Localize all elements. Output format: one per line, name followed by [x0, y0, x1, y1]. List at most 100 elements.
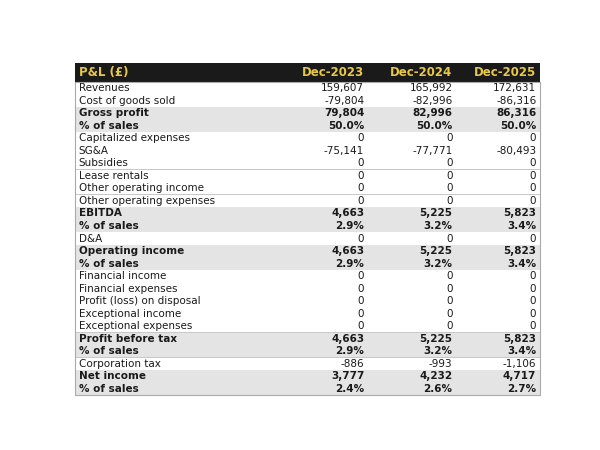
FancyBboxPatch shape — [280, 283, 368, 295]
Text: 0: 0 — [446, 296, 452, 306]
FancyBboxPatch shape — [457, 333, 540, 345]
Text: -86,316: -86,316 — [496, 95, 536, 106]
FancyBboxPatch shape — [457, 283, 540, 295]
FancyBboxPatch shape — [457, 107, 540, 119]
Text: 4,232: 4,232 — [419, 372, 452, 382]
Text: -993: -993 — [429, 359, 452, 369]
FancyBboxPatch shape — [457, 82, 540, 94]
FancyBboxPatch shape — [75, 170, 280, 182]
FancyBboxPatch shape — [457, 383, 540, 395]
Text: 0: 0 — [530, 296, 536, 306]
Text: 50.0%: 50.0% — [328, 121, 364, 130]
FancyBboxPatch shape — [368, 295, 457, 307]
Text: 2.9%: 2.9% — [335, 221, 364, 231]
Text: 82,996: 82,996 — [413, 108, 452, 118]
Text: % of sales: % of sales — [79, 346, 139, 356]
Text: 0: 0 — [530, 309, 536, 319]
FancyBboxPatch shape — [368, 320, 457, 333]
Text: 0: 0 — [530, 171, 536, 181]
Text: 0: 0 — [446, 196, 452, 206]
FancyBboxPatch shape — [368, 307, 457, 320]
FancyBboxPatch shape — [368, 82, 457, 94]
FancyBboxPatch shape — [368, 383, 457, 395]
Text: Profit (loss) on disposal: Profit (loss) on disposal — [79, 296, 200, 306]
Text: 79,804: 79,804 — [324, 108, 364, 118]
FancyBboxPatch shape — [368, 370, 457, 383]
Text: 0: 0 — [358, 183, 364, 194]
FancyBboxPatch shape — [457, 132, 540, 144]
FancyBboxPatch shape — [368, 194, 457, 207]
FancyBboxPatch shape — [457, 144, 540, 157]
Text: 2.7%: 2.7% — [507, 384, 536, 394]
Text: 0: 0 — [446, 321, 452, 331]
Text: Dec-2023: Dec-2023 — [302, 66, 364, 79]
FancyBboxPatch shape — [368, 283, 457, 295]
Text: EBITDA: EBITDA — [79, 208, 122, 218]
Text: 5,823: 5,823 — [503, 334, 536, 344]
FancyBboxPatch shape — [75, 245, 280, 257]
Text: 0: 0 — [358, 158, 364, 168]
Text: 0: 0 — [358, 171, 364, 181]
FancyBboxPatch shape — [368, 132, 457, 144]
FancyBboxPatch shape — [75, 157, 280, 170]
Text: 0: 0 — [446, 183, 452, 194]
FancyBboxPatch shape — [280, 345, 368, 358]
FancyBboxPatch shape — [75, 132, 280, 144]
Text: Other operating expenses: Other operating expenses — [79, 196, 215, 206]
FancyBboxPatch shape — [280, 119, 368, 132]
FancyBboxPatch shape — [457, 370, 540, 383]
Text: Subsidies: Subsidies — [79, 158, 128, 168]
Text: Cost of goods sold: Cost of goods sold — [79, 95, 175, 106]
FancyBboxPatch shape — [75, 270, 280, 283]
Text: 3.4%: 3.4% — [507, 259, 536, 269]
Text: 0: 0 — [446, 271, 452, 281]
FancyBboxPatch shape — [75, 94, 280, 107]
Text: Net income: Net income — [79, 372, 146, 382]
FancyBboxPatch shape — [280, 170, 368, 182]
FancyBboxPatch shape — [457, 170, 540, 182]
FancyBboxPatch shape — [368, 220, 457, 232]
FancyBboxPatch shape — [280, 94, 368, 107]
Text: SG&A: SG&A — [79, 146, 109, 156]
FancyBboxPatch shape — [280, 245, 368, 257]
FancyBboxPatch shape — [457, 257, 540, 270]
FancyBboxPatch shape — [280, 132, 368, 144]
Text: 0: 0 — [446, 133, 452, 143]
FancyBboxPatch shape — [368, 257, 457, 270]
Text: 3.4%: 3.4% — [507, 346, 536, 356]
FancyBboxPatch shape — [75, 82, 280, 94]
Text: 4,663: 4,663 — [331, 208, 364, 218]
Text: 0: 0 — [358, 321, 364, 331]
FancyBboxPatch shape — [75, 107, 280, 119]
Text: 0: 0 — [446, 284, 452, 294]
FancyBboxPatch shape — [75, 220, 280, 232]
Text: Financial expenses: Financial expenses — [79, 284, 177, 294]
FancyBboxPatch shape — [457, 345, 540, 358]
FancyBboxPatch shape — [280, 232, 368, 245]
Text: 3.2%: 3.2% — [424, 259, 452, 269]
Text: 4,663: 4,663 — [331, 334, 364, 344]
FancyBboxPatch shape — [457, 320, 540, 333]
FancyBboxPatch shape — [457, 245, 540, 257]
Text: 159,607: 159,607 — [321, 83, 364, 93]
Text: 2.6%: 2.6% — [424, 384, 452, 394]
FancyBboxPatch shape — [280, 320, 368, 333]
Text: 0: 0 — [358, 234, 364, 243]
Text: 3.2%: 3.2% — [424, 346, 452, 356]
FancyBboxPatch shape — [457, 194, 540, 207]
FancyBboxPatch shape — [75, 383, 280, 395]
Text: 0: 0 — [530, 321, 536, 331]
FancyBboxPatch shape — [457, 94, 540, 107]
Text: 165,992: 165,992 — [409, 83, 452, 93]
FancyBboxPatch shape — [457, 232, 540, 245]
FancyBboxPatch shape — [368, 345, 457, 358]
Text: Other operating income: Other operating income — [79, 183, 204, 194]
FancyBboxPatch shape — [75, 63, 280, 82]
Text: 5,225: 5,225 — [419, 334, 452, 344]
Text: 0: 0 — [530, 284, 536, 294]
FancyBboxPatch shape — [75, 207, 280, 220]
Text: Corporation tax: Corporation tax — [79, 359, 161, 369]
FancyBboxPatch shape — [457, 358, 540, 370]
Text: 3.2%: 3.2% — [424, 221, 452, 231]
FancyBboxPatch shape — [75, 144, 280, 157]
